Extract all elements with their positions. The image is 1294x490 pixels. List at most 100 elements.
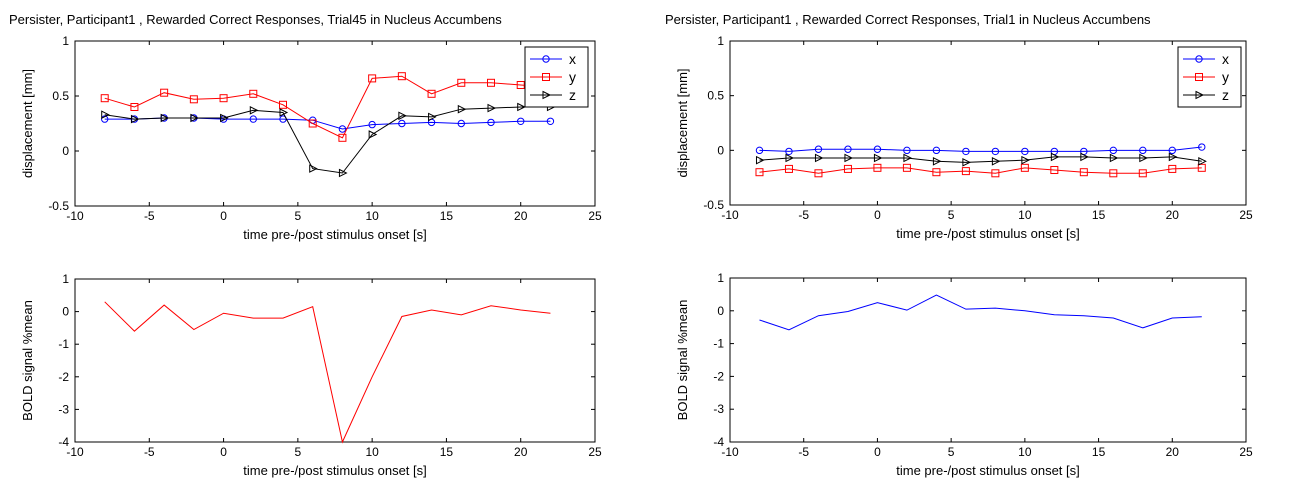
data-point: [755, 146, 764, 155]
y-axis-label: BOLD signal %mean: [20, 300, 35, 421]
series-line: [104, 106, 551, 174]
legend-label: z: [1222, 87, 1229, 103]
data-point: [1198, 143, 1206, 151]
data-point: [542, 55, 550, 63]
y-axis-label: displacement [mm]: [20, 69, 35, 178]
y-tick-label: 0: [62, 305, 69, 319]
y-tick-label: -4: [713, 435, 724, 449]
y-tick-label: 1: [717, 34, 724, 48]
series-line: [759, 167, 1202, 174]
x-tick-label: -5: [144, 445, 155, 459]
series-z: [755, 152, 1207, 167]
data-point: [190, 113, 199, 123]
y-axis-label: BOLD signal %mean: [675, 300, 690, 421]
data-point: [785, 147, 793, 156]
x-tick-label: 0: [220, 209, 227, 223]
data-point: [1080, 152, 1089, 162]
x-axis-label: time pre-/post stimulus onset [s]: [243, 227, 427, 242]
series-line: [104, 301, 551, 444]
series-line: [759, 146, 1202, 152]
data-point: [220, 113, 229, 123]
x-tick-label: -10: [721, 208, 739, 222]
x-tick-label: 25: [588, 445, 602, 459]
series-line: [759, 156, 1202, 163]
legend-label: x: [1222, 51, 1229, 67]
data-point: [843, 164, 852, 173]
x-tick-label: 10: [1018, 445, 1032, 459]
data-point: [784, 164, 793, 173]
data-point: [130, 114, 140, 124]
plot-area: [74, 40, 596, 207]
data-point: [100, 94, 109, 103]
data-point: [249, 105, 259, 115]
data-point: [873, 153, 883, 163]
data-point: [1109, 153, 1119, 163]
data-point: [457, 78, 466, 87]
data-point: [991, 156, 1001, 166]
x-tick-label: 20: [1166, 445, 1180, 459]
data-point: [279, 100, 287, 109]
series-1: [104, 301, 551, 444]
x-tick-label: -5: [798, 445, 809, 459]
data-point: [1079, 168, 1088, 177]
x-tick-label: 5: [948, 445, 955, 459]
data-point: [991, 147, 1000, 156]
data-point: [249, 89, 258, 98]
data-point: [1197, 163, 1206, 172]
data-point: [1109, 169, 1118, 178]
data-point: [932, 156, 942, 166]
legend-label: y: [1222, 69, 1229, 85]
data-point: [1020, 163, 1029, 172]
data-point: [542, 90, 552, 100]
chart-panel-1: -10 -5 0 5 10 15 20 25 -0.5 0 0.5 1 time pre-/post s…: [9, 12, 602, 242]
legend-label: y: [569, 69, 576, 85]
chart-panel-2: -10 -5 0 5 10 15 20 25 -0.5 0 0.5 1 time pre-/post s…: [665, 12, 1253, 241]
x-tick-label: 5: [948, 208, 955, 222]
data-point: [1138, 169, 1147, 178]
x-axis-label: time pre-/post stimulus onset [s]: [243, 463, 427, 478]
x-tick-label: 25: [1239, 445, 1253, 459]
data-point: [844, 153, 854, 163]
chart-title: Persister, Participant1 , Rewarded Corre…: [665, 12, 1151, 27]
chart-title: Persister, Participant1 , Rewarded Corre…: [9, 12, 502, 27]
data-point: [1168, 146, 1176, 155]
data-point: [101, 115, 109, 123]
data-point: [398, 111, 407, 121]
data-point: [755, 168, 764, 177]
x-tick-label: -5: [798, 208, 809, 222]
data-point: [873, 145, 882, 153]
data-point: [785, 153, 795, 163]
data-point: [902, 163, 911, 172]
data-point: [457, 104, 467, 114]
series-y: [755, 163, 1206, 178]
x-tick-label: 0: [874, 208, 881, 222]
data-point: [368, 130, 378, 139]
x-tick-label: -10: [721, 445, 739, 459]
data-point: [1195, 73, 1203, 81]
x-tick-label: 10: [365, 209, 379, 223]
x-tick-label: 0: [220, 445, 227, 459]
data-point: [309, 164, 318, 173]
x-tick-label: 5: [295, 445, 302, 459]
data-point: [368, 120, 376, 129]
y-tick-label: 0: [717, 304, 724, 318]
data-point: [1168, 164, 1177, 173]
y-tick-label: -0.5: [48, 199, 69, 213]
data-point: [546, 117, 555, 126]
x-tick-label: 20: [514, 445, 528, 459]
data-point: [517, 102, 526, 112]
data-point: [814, 153, 824, 163]
x-tick-label: 15: [1092, 208, 1106, 222]
data-point: [338, 125, 347, 133]
x-tick-label: 0: [874, 445, 881, 459]
data-point: [338, 133, 347, 142]
y-tick-label: -2: [58, 370, 69, 384]
data-point: [1050, 152, 1060, 162]
x-tick-label: -10: [66, 445, 84, 459]
plot-area: [729, 40, 1247, 206]
y-tick-label: 0.5: [52, 89, 69, 103]
y-tick-label: -3: [713, 402, 724, 416]
